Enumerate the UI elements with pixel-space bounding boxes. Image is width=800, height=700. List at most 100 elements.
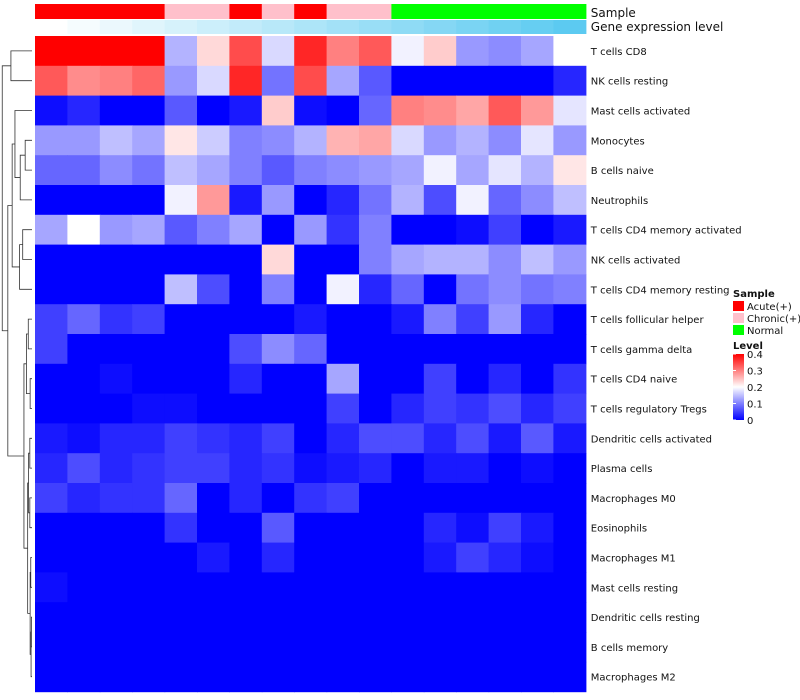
sample-annotation-cell (261, 4, 295, 19)
heatmap-cell (521, 155, 554, 186)
heatmap-cell (164, 334, 198, 365)
heatmap-cell (35, 512, 68, 544)
legend-label: Acute(+) (747, 302, 792, 313)
heatmap-cell (164, 155, 198, 186)
heatmap-cell (197, 453, 230, 484)
heatmap-cell (197, 572, 230, 603)
heatmap-cell (553, 602, 587, 633)
heatmap-cell (164, 274, 198, 305)
heatmap-cell (359, 65, 392, 97)
heatmap-cell (35, 244, 68, 275)
heatmap-cell (326, 185, 360, 216)
heatmap-cell (488, 363, 522, 395)
heatmap-cell (67, 572, 101, 603)
heatmap-cell (261, 214, 295, 246)
heatmap-cell (67, 155, 101, 186)
heatmap-cell (488, 661, 522, 693)
heatmap-cell (164, 363, 198, 395)
heatmap-cell (423, 393, 457, 424)
heatmap-cell (456, 125, 490, 156)
heatmap-cell (261, 542, 295, 573)
expression-annotation-cell (488, 20, 522, 34)
heatmap-cell (67, 65, 101, 97)
row-label: Dendritic cells activated (591, 434, 712, 445)
row-label: T cells CD4 memory resting (590, 285, 730, 296)
heatmap-cell (553, 185, 587, 216)
heatmap-cell (553, 542, 587, 573)
heatmap-cell (391, 65, 425, 97)
dendrogram-branch (29, 497, 32, 529)
heatmap-cell (99, 661, 133, 693)
heatmap-cell (553, 244, 587, 275)
heatmap-cell (488, 602, 522, 633)
heatmap-cell (553, 632, 587, 663)
heatmap-cell (261, 125, 295, 156)
dendrogram-branch (14, 110, 32, 178)
heatmap-cell (359, 125, 392, 156)
heatmap-cell (294, 542, 328, 573)
heatmap-cell (99, 304, 133, 335)
heatmap-cell (553, 155, 587, 186)
heatmap-cell (132, 274, 166, 305)
heatmap-cell (261, 65, 295, 97)
heatmap-cell (35, 423, 68, 454)
heatmap-cell (423, 185, 457, 216)
heatmap-cell (326, 95, 360, 126)
heatmap-cell (164, 572, 198, 603)
heatmap-cell (488, 304, 522, 335)
heatmap-cell (456, 363, 490, 395)
heatmap-cell (35, 36, 68, 67)
heatmap-cell (229, 36, 263, 67)
heatmap-cell (164, 95, 198, 126)
heatmap-cell (99, 572, 133, 603)
heatmap-cell (229, 125, 263, 156)
heatmap-cell (261, 155, 295, 186)
row-label: B cells memory (591, 643, 668, 654)
heatmap-cell (488, 214, 522, 246)
heatmap-cell (164, 542, 198, 573)
heatmap-cell (261, 483, 295, 514)
expression-annotation-cell (261, 20, 295, 34)
sample-annotation-cell (132, 4, 166, 19)
heatmap-cell (553, 393, 587, 424)
heatmap-cell (67, 453, 101, 484)
heatmap-cell (553, 304, 587, 335)
heatmap-cell (456, 65, 490, 97)
heatmap-cell (488, 155, 522, 186)
heatmap-cell (488, 334, 522, 365)
heatmap-cell (423, 36, 457, 67)
heatmap-cell (67, 423, 101, 454)
heatmap-cell (164, 65, 198, 97)
heatmap-cell (35, 602, 68, 633)
expression-annotation-cell (197, 20, 230, 34)
heatmap-cell (391, 512, 425, 544)
heatmap-cell (391, 393, 425, 424)
heatmap-cell (67, 363, 101, 395)
dendrogram-branch (29, 437, 32, 469)
heatmap-cell (488, 185, 522, 216)
dendrogram-branch (19, 154, 32, 201)
heatmap-cell (423, 244, 457, 275)
heatmap-cell (164, 36, 198, 67)
heatmap-cell (488, 95, 522, 126)
row-label: Macrophages M1 (591, 554, 676, 565)
heatmap-cell (488, 453, 522, 484)
heatmap-cell (99, 274, 133, 305)
heatmap-cell (35, 274, 68, 305)
heatmap-cell (359, 423, 392, 454)
heatmap-cell (359, 244, 392, 275)
heatmap-cell (359, 36, 392, 67)
heatmap-cell (67, 483, 101, 514)
heatmap-cell (456, 393, 490, 424)
heatmap-cell (423, 453, 457, 484)
heatmap-cell (35, 453, 68, 484)
heatmap-cell (456, 602, 490, 633)
heatmap-cell (359, 632, 392, 663)
heatmap-cell (197, 602, 230, 633)
sample-legend-title: Sample (733, 289, 775, 300)
heatmap-cell (132, 125, 166, 156)
heatmap-cell (132, 542, 166, 573)
dendrogram-branch (23, 363, 28, 549)
row-label: Monocytes (591, 136, 645, 147)
heatmap-cell (423, 125, 457, 156)
